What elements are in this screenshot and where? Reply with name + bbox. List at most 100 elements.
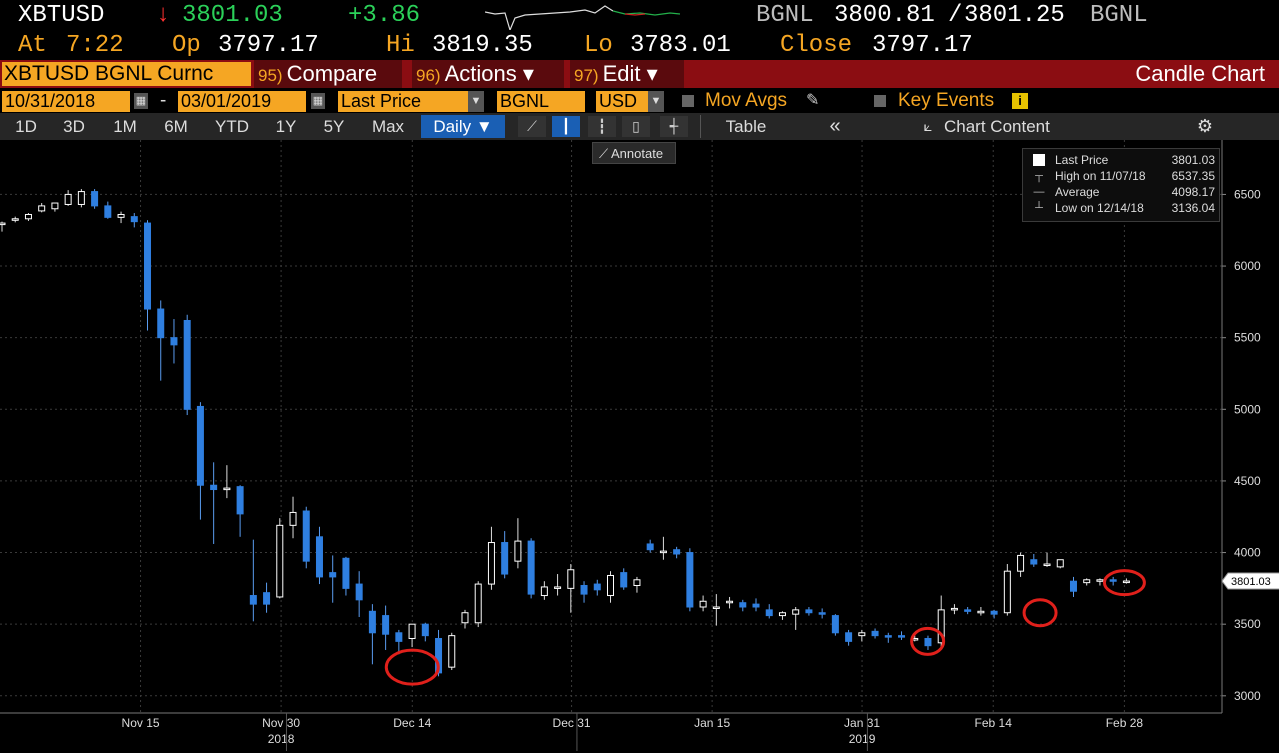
candle-body [514,540,522,562]
candle-body [461,612,469,624]
info-icon[interactable]: i [1012,93,1028,109]
end-date-input[interactable]: 03/01/2019 [178,91,306,112]
candle-body [1030,559,1038,565]
candle-chart-icon[interactable]: ┃ [552,116,580,137]
compare-button[interactable]: 95) Compare [254,60,404,88]
date-dash: - [160,90,167,111]
currency-select[interactable]: USD [596,91,648,112]
edit-number: 97) [574,66,599,85]
candle-body [898,635,906,638]
pencil-icon[interactable]: ✎ [806,92,820,109]
x-tick-label: Dec 14 [393,716,431,730]
source-input[interactable]: BGNL [497,91,585,112]
low-label: Lo [584,32,613,59]
table-button[interactable]: Table [725,117,767,136]
candle-body [950,607,958,611]
actions-label: Actions ▾ [444,61,534,86]
candle-body [606,574,614,597]
annotate-pencil-icon: ⟋ [599,146,611,161]
currency-dropdown-icon[interactable]: ▼ [648,91,664,112]
high-label: Hi [386,32,415,59]
field-dropdown-icon[interactable]: ▼ [468,91,484,112]
ohlc-icon[interactable]: ┽ [660,116,688,137]
security-field[interactable]: XBTUSD BGNL Curnc [2,62,251,86]
annotate-label: Annotate [611,146,664,161]
range-1d-button[interactable]: 1D [15,117,37,136]
candle-body [567,569,575,589]
x-tick-label: Nov 30 [262,716,300,730]
range-6m-button[interactable]: 6M [164,117,188,136]
hollow-candle-icon[interactable]: ▯ [622,116,650,137]
low-marker-icon: ┴ [1035,202,1043,214]
quote-source: BGNL [756,2,814,29]
mov-avgs-checkbox[interactable] [682,95,694,107]
candle-body [24,213,32,220]
candle-body [726,600,734,604]
high-value: 3819.35 [432,32,533,59]
field-select[interactable]: Last Price [338,91,468,112]
start-calendar-icon[interactable]: ▦ [134,93,148,109]
candle-body [620,572,628,588]
candle-body [858,632,866,637]
collapse-left-icon[interactable]: « [829,115,841,137]
bid-price: 3800.81 [834,2,935,29]
legend-average-label: Average [1055,185,1100,199]
range-max-button[interactable]: Max [371,117,405,136]
highlight-circle [1102,569,1146,597]
key-events-checkbox[interactable] [874,95,886,107]
candle-body [104,205,112,218]
key-events-label: Key Events [898,90,995,111]
candle-body [845,632,853,642]
function-menu-bar: XBTUSD BGNL Curnc 95) Compare 96) Actions … [0,60,1279,88]
x-tick-label: Feb 28 [1106,716,1144,730]
y-tick-label: 4000 [1234,546,1261,560]
range-3d-button[interactable]: 3D [63,117,85,136]
ask-price: 3801.25 [964,2,1065,29]
y-tick-label: 3500 [1234,617,1261,631]
candle-chart[interactable]: 3000 3500 4000 4500 5000 5500 6000 6500 Nov 15 No… [0,140,1279,753]
candle-body [249,595,257,605]
candle-body [51,202,59,210]
range-ytd-button[interactable]: YTD [215,117,249,136]
candle-body [633,579,641,587]
candle-body [329,572,337,578]
candle-body [382,615,390,635]
candle-body [210,484,218,491]
last-price-tag-label: 3801.03 [1231,576,1271,588]
candle-body [170,337,178,346]
candle-body [276,524,284,598]
chart-content-button[interactable]: Chart Content [944,117,1050,136]
candle-body [11,218,19,221]
date-settings-row: 10/31/2018 ▦ - 03/01/2019 ▦ Last Price ▼… [0,89,1279,113]
at-value: 7:22 [66,32,124,59]
x-tick-label: Feb 14 [975,716,1013,730]
chart-legend: Last Price 3801.03 ┬ High on 11/07/18 65… [1022,148,1220,222]
line-chart-icon[interactable]: ⟋ [518,116,546,137]
start-date-input[interactable]: 10/31/2018 [2,91,130,112]
open-label: Op [172,32,201,59]
candle-body [527,540,535,595]
bid-ask-slash: / [948,2,963,29]
candle-body [739,602,747,608]
legend-high-value: 6537.35 [1171,169,1215,183]
bar-chart-icon[interactable]: ┇ [588,116,616,137]
edit-menu[interactable]: 97) Edit ▾ [570,60,686,88]
settings-gear-icon[interactable]: ⚙ [1196,116,1214,136]
annotate-button[interactable]: ⟋ Annotate [592,142,676,164]
candle-body [144,222,152,310]
candle-body [686,552,694,608]
candle-body [831,615,839,634]
candle-body [924,638,932,647]
actions-menu[interactable]: 96) Actions ▾ [412,60,566,88]
candle-body [765,609,773,617]
range-1y-button[interactable]: 1Y [275,117,297,136]
ticker-symbol: XBTUSD [18,2,105,29]
end-calendar-icon[interactable]: ▦ [311,93,325,109]
range-1m-button[interactable]: 1M [113,117,137,136]
period-daily-select[interactable]: Daily ▼ [421,115,505,138]
high-marker-icon: ┬ [1035,170,1043,182]
x-year-label: 2019 [849,732,876,746]
range-5y-button[interactable]: 5Y [323,117,345,136]
last-price-tag [1221,572,1279,590]
candle-body [884,635,892,638]
